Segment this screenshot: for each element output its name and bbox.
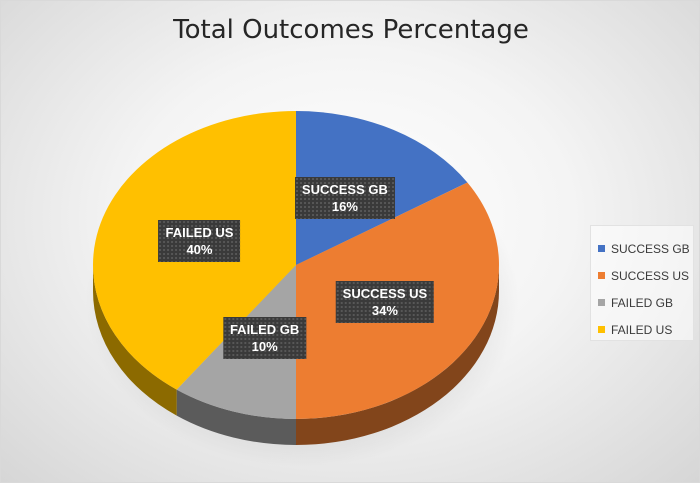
data-label-failed-us: FAILED US 40% [158,220,241,263]
legend-label: SUCCESS GB [611,241,690,256]
data-label-category: FAILED US [165,225,234,241]
data-label-value: 34% [371,303,398,319]
legend-label: FAILED GB [611,295,674,310]
legend-item: SUCCESS GB [598,235,693,262]
legend-label: FAILED US [611,322,673,337]
pie-side-failed-us [93,265,177,416]
legend-swatch [598,272,605,279]
pie-side-success-us [296,265,499,445]
chart-title: Total Outcomes Percentage [173,15,529,45]
data-label-failed-gb: FAILED GB 10% [222,317,307,360]
data-label-value: 16% [331,198,358,214]
data-label-success-us: SUCCESS US 34% [335,281,435,324]
data-label-category: SUCCESS GB [301,181,388,197]
pie-side-failed-gb [176,389,296,445]
data-label-category: FAILED GB [229,322,300,338]
legend-item: FAILED GB [598,289,693,316]
legend-item: SUCCESS US [598,262,693,289]
legend: SUCCESS GB SUCCESS US FAILED GB FAILED US [590,225,694,341]
legend-item: FAILED US [598,316,693,343]
data-label-success-gb: SUCCESS GB 16% [294,176,395,219]
legend-swatch [598,299,605,306]
legend-swatch [598,326,605,333]
data-label-value: 10% [251,339,278,355]
data-label-value: 40% [186,242,213,258]
data-label-category: SUCCESS US [342,286,428,302]
legend-swatch [598,245,605,252]
legend-label: SUCCESS US [611,268,690,283]
